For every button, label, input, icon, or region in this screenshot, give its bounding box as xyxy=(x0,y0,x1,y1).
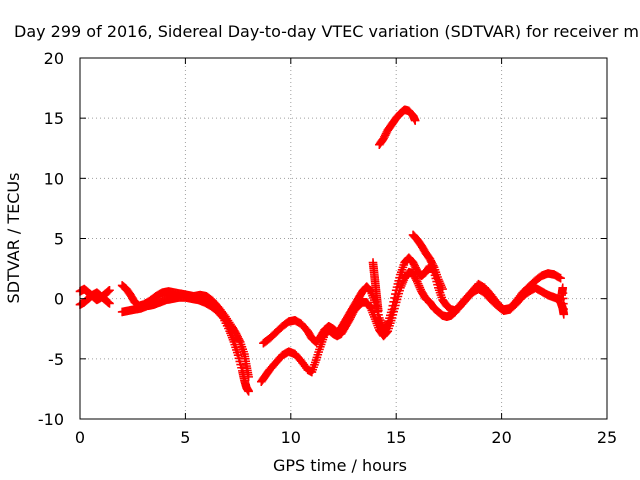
data-series xyxy=(75,288,114,309)
x-tick-label: 20 xyxy=(491,428,511,447)
axis-ticks xyxy=(79,57,608,420)
data-point xyxy=(557,290,566,300)
x-tick-label: 15 xyxy=(386,428,406,447)
chart-title: Day 299 of 2016, Sidereal Day-to-day VTE… xyxy=(14,22,639,41)
data-point xyxy=(105,299,114,308)
data-series xyxy=(368,258,383,315)
data-point xyxy=(105,285,114,295)
data-point xyxy=(373,306,383,315)
x-tick-labels: 0 5 10 15 20 25 xyxy=(75,428,617,447)
data-point xyxy=(438,284,447,294)
data-series xyxy=(375,105,420,149)
y-tick-label: 20 xyxy=(44,49,64,68)
y-tick-label: 10 xyxy=(44,169,64,188)
data-marks xyxy=(75,105,569,396)
y-tick-label: 15 xyxy=(44,109,64,128)
data-series xyxy=(408,230,447,294)
x-axis-label: GPS time / hours xyxy=(273,456,407,475)
plot-frame xyxy=(79,57,608,420)
data-series xyxy=(117,293,253,396)
data-series xyxy=(556,283,569,319)
data-point xyxy=(556,273,565,283)
y-tick-label: 5 xyxy=(54,230,64,249)
y-tick-label: -10 xyxy=(38,410,64,429)
y-tick-labels: -10 -5 0 5 10 15 20 xyxy=(38,49,64,429)
data-point xyxy=(244,387,253,396)
y-axis-label: SDTVAR / TECUs xyxy=(4,173,23,304)
y-tick-label: 0 xyxy=(54,290,64,309)
x-tick-label: 0 xyxy=(75,428,85,447)
x-tick-label: 10 xyxy=(281,428,301,447)
y-tick-label: -5 xyxy=(48,350,64,369)
grid xyxy=(80,58,607,419)
x-tick-label: 25 xyxy=(597,428,617,447)
data-point xyxy=(410,116,420,125)
x-tick-label: 5 xyxy=(180,428,190,447)
data-series xyxy=(256,267,565,386)
